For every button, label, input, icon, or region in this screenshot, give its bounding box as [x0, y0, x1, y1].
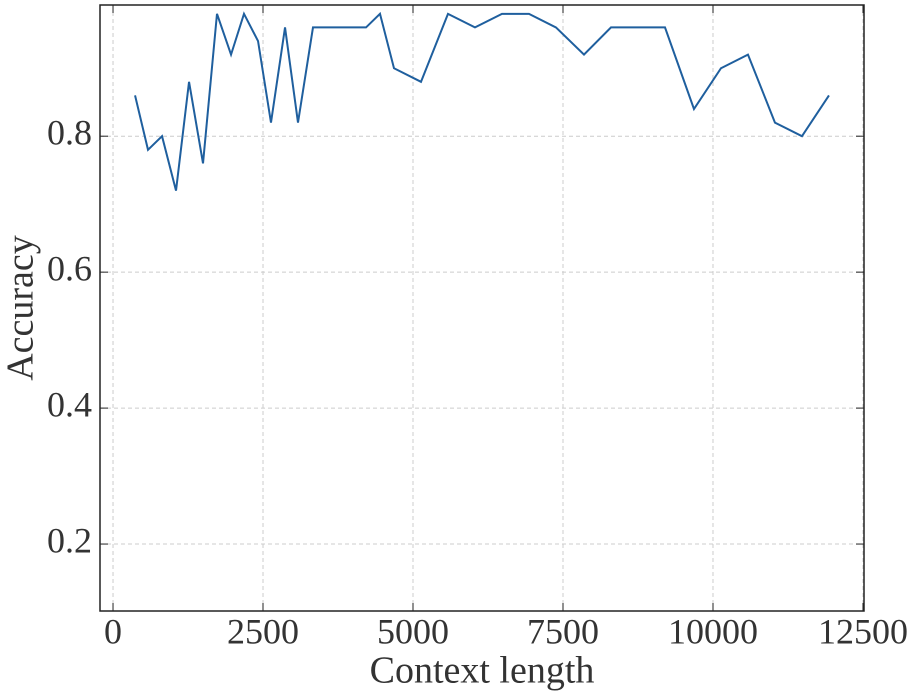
y-tick-label: 0.6: [47, 248, 92, 288]
x-tick-label: 7500: [527, 611, 599, 651]
x-tick-label: 5000: [377, 611, 449, 651]
y-tick-label: 0.8: [47, 112, 92, 152]
line-series: [134, 11, 830, 191]
x-tick-label: 2500: [227, 611, 299, 651]
y-axis-label: Accuracy: [0, 235, 42, 381]
y-tick-label: 0.4: [47, 384, 92, 424]
x-axis-label: Context length: [370, 650, 595, 692]
x-tick-label: 10000: [668, 611, 758, 651]
x-tick-label: 12500: [818, 611, 908, 651]
y-tick-label: 0.2: [47, 520, 92, 560]
x-tick-label: 0: [104, 611, 122, 651]
plot-frame: [99, 4, 865, 612]
